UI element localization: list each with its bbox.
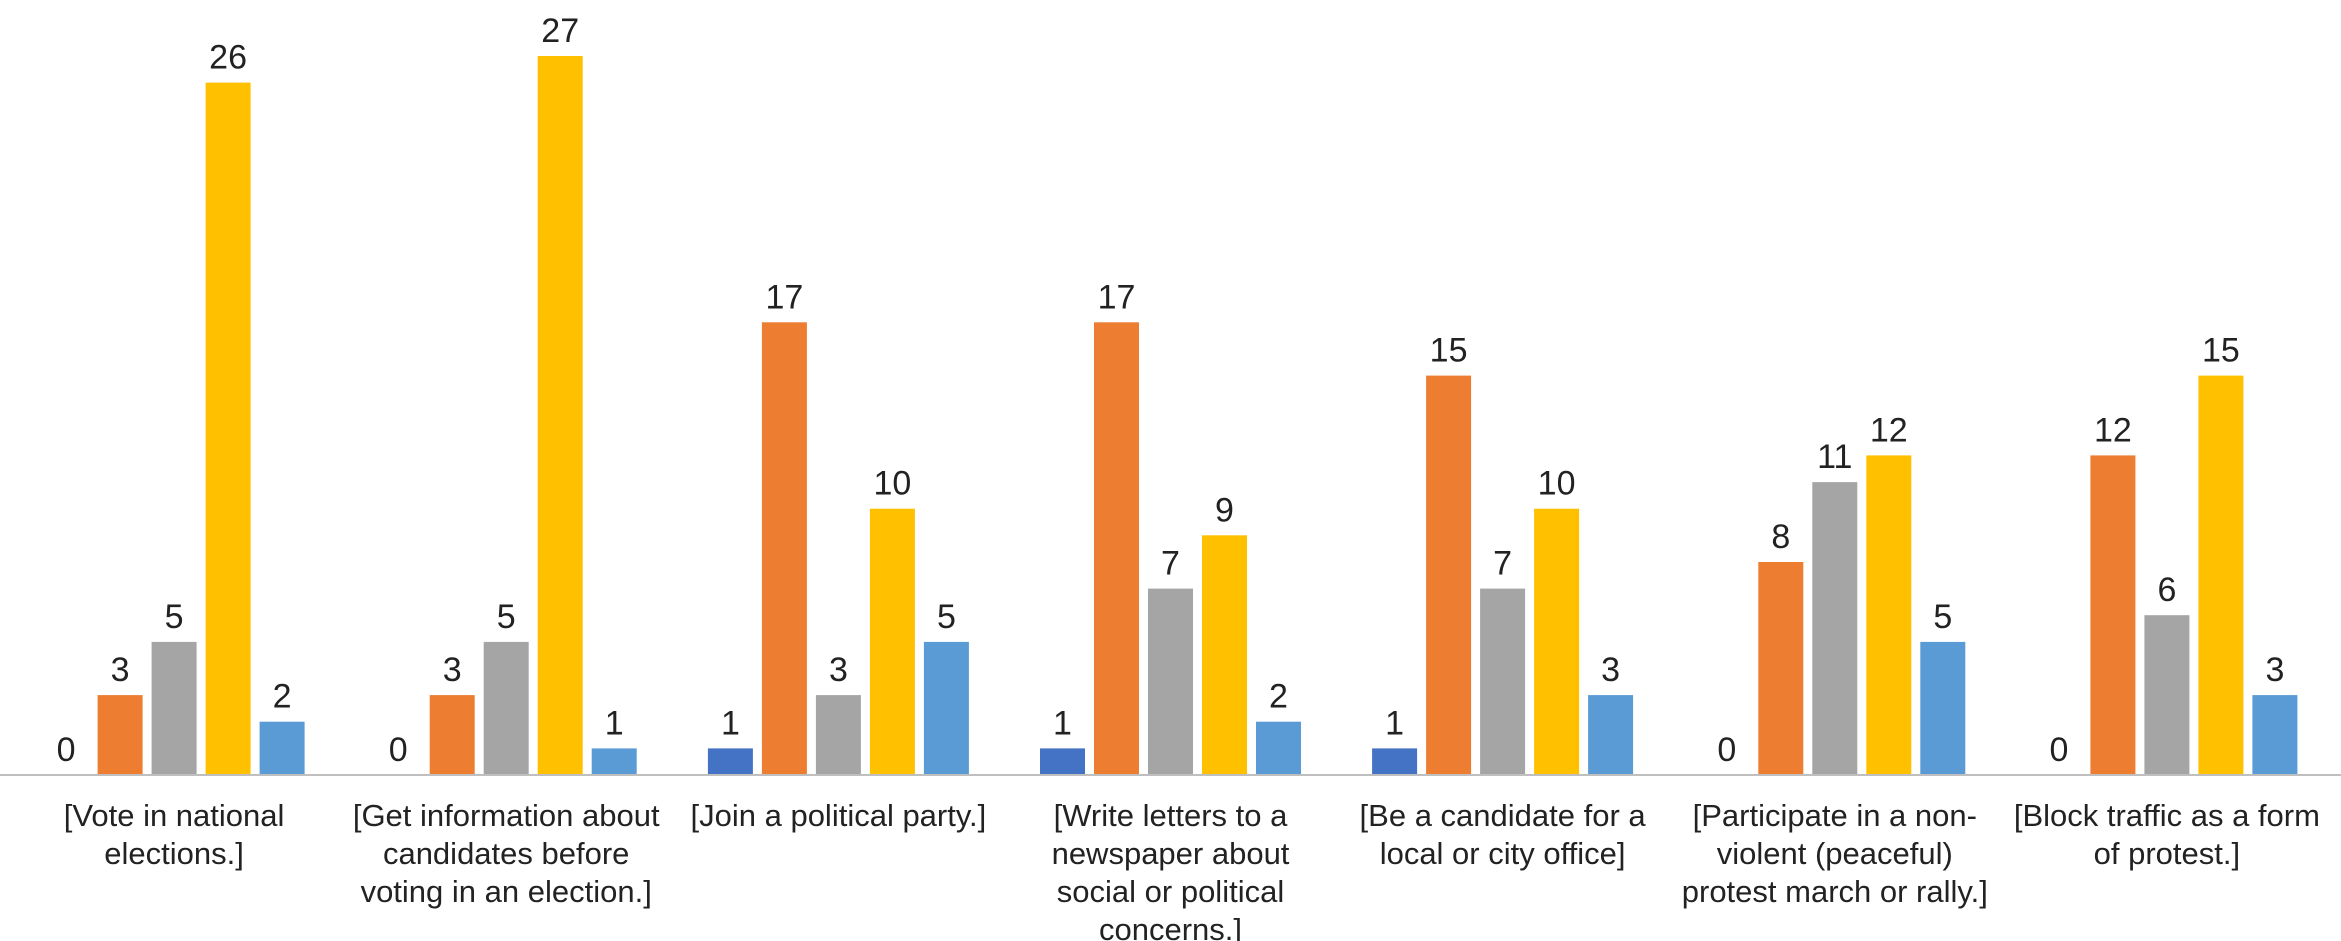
- category-label: [Get information about: [353, 798, 660, 833]
- category-label: [Join a political party.]: [691, 798, 987, 833]
- category-label: violent (peaceful): [1717, 836, 1953, 871]
- bar: [2144, 615, 2190, 775]
- category-label: of protest.]: [2094, 836, 2240, 871]
- data-label: 15: [1430, 332, 1468, 370]
- category-label: [Be a candidate for a: [1360, 798, 1647, 833]
- data-label: 7: [1161, 545, 1180, 583]
- data-label: 0: [1717, 731, 1736, 769]
- data-label: 7: [1493, 545, 1512, 583]
- bar: [1372, 748, 1418, 775]
- data-label: 3: [2265, 651, 2284, 689]
- bar: [1256, 721, 1301, 775]
- category-label: protest march or rally.]: [1682, 874, 1988, 909]
- bar: [923, 641, 969, 775]
- bar: [869, 508, 915, 775]
- data-label: 0: [57, 731, 76, 769]
- bar: [483, 641, 529, 775]
- bar: [1426, 375, 1472, 775]
- data-label: 3: [443, 651, 462, 689]
- bar: [1148, 588, 1193, 775]
- data-label: 1: [1385, 704, 1404, 742]
- category-label: [Vote in national: [64, 798, 285, 833]
- data-label: 5: [1933, 598, 1952, 636]
- data-label: 17: [1098, 278, 1136, 316]
- bar: [537, 56, 583, 775]
- data-label: 1: [605, 704, 624, 742]
- data-label: 12: [1870, 411, 1908, 449]
- data-label: 26: [209, 39, 247, 77]
- bars-layer: [97, 56, 2298, 776]
- bar: [2198, 375, 2244, 775]
- bar: [815, 695, 861, 775]
- bar: [2252, 695, 2298, 775]
- category-label: [Block traffic as a form: [2014, 798, 2320, 833]
- category-label: concerns.]: [1099, 912, 1242, 941]
- data-label: 5: [937, 598, 956, 636]
- data-label: 2: [273, 678, 292, 716]
- bar: [1866, 455, 1912, 775]
- bar: [1588, 695, 1634, 775]
- data-label: 11: [1817, 438, 1852, 476]
- data-label: 3: [1601, 651, 1620, 689]
- data-label: 3: [111, 651, 130, 689]
- category-label: social or political: [1057, 874, 1284, 909]
- data-label: 6: [2157, 571, 2176, 609]
- category-label: local or city office]: [1380, 836, 1626, 871]
- bar: [761, 322, 807, 775]
- bar: [707, 748, 753, 775]
- category-label: [Write letters to a: [1054, 798, 1288, 833]
- data-label: 1: [1053, 704, 1072, 742]
- data-label: 0: [389, 731, 408, 769]
- bar: [205, 82, 251, 776]
- bar: [259, 721, 305, 775]
- bar: [1920, 641, 1966, 775]
- data-label: 17: [765, 278, 803, 316]
- bar: [429, 695, 475, 775]
- bar: [591, 748, 637, 775]
- bar: [1202, 535, 1247, 775]
- data-label: 10: [873, 465, 911, 503]
- bar: [1040, 748, 1085, 775]
- data-label: 12: [2094, 411, 2132, 449]
- data-label: 27: [541, 12, 579, 50]
- category-label: newspaper about: [1052, 836, 1290, 871]
- bar: [2090, 455, 2136, 775]
- bar: [1534, 508, 1580, 775]
- category-label: elections.]: [104, 836, 244, 871]
- data-label: 15: [2202, 332, 2240, 370]
- bar: [1480, 588, 1526, 775]
- bar: [1758, 562, 1804, 775]
- data-label: 0: [2049, 731, 2068, 769]
- bar: [1094, 322, 1139, 775]
- data-label: 3: [829, 651, 848, 689]
- data-label: 8: [1771, 518, 1790, 556]
- bar: [151, 641, 197, 775]
- data-label: 2: [1269, 678, 1288, 716]
- bar: [97, 695, 143, 775]
- data-label: 1: [721, 704, 740, 742]
- data-label: 5: [497, 598, 516, 636]
- data-label: 10: [1538, 465, 1576, 503]
- category-label: voting in an election.]: [361, 874, 652, 909]
- bar: [1812, 482, 1858, 775]
- category-label: [Participate in a non-: [1693, 798, 1977, 833]
- data-label: 5: [165, 598, 184, 636]
- category-label: candidates before: [383, 836, 629, 871]
- data-label: 9: [1215, 491, 1234, 529]
